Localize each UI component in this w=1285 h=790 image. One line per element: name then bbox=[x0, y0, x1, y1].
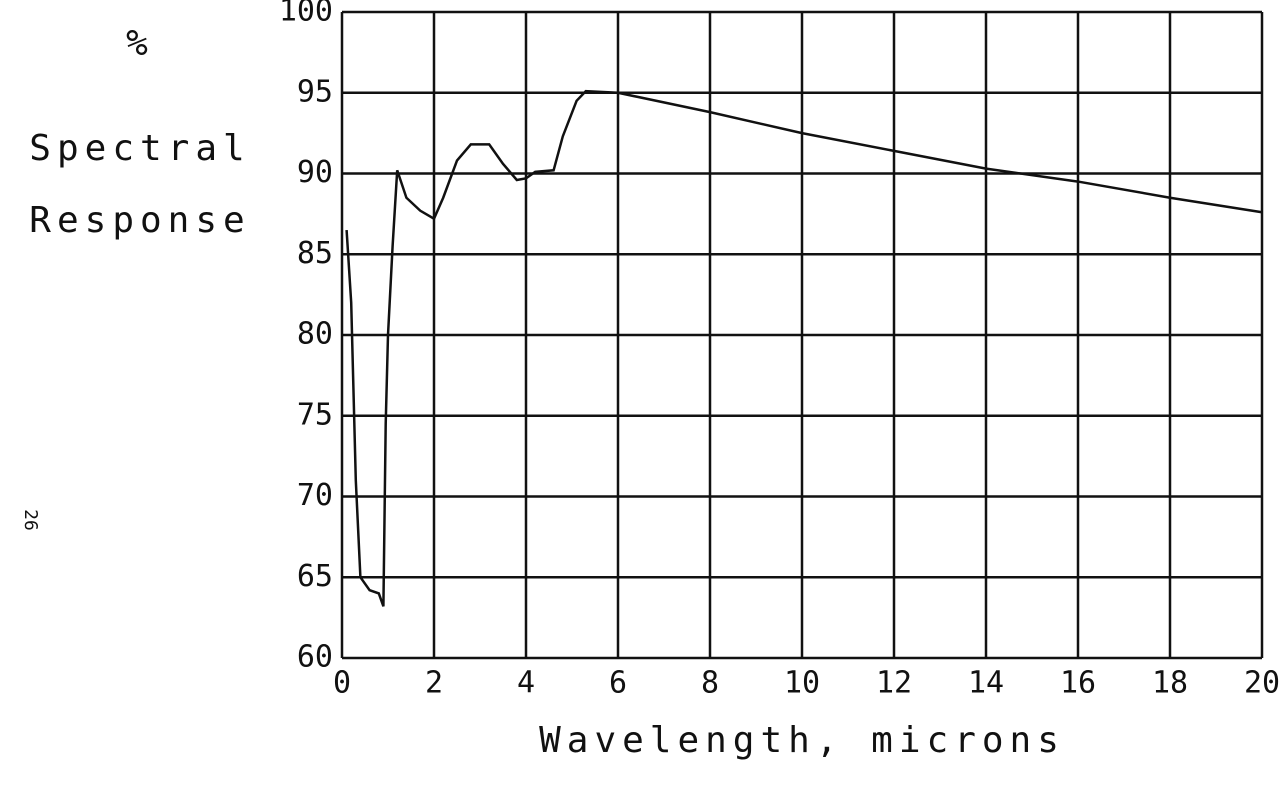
y-tick-label: 60 bbox=[297, 640, 333, 675]
y-axis-label: % bbox=[126, 23, 154, 64]
y-axis-label: Response bbox=[29, 200, 250, 241]
data-line bbox=[345, 89, 1263, 607]
x-tick-label: 10 bbox=[784, 666, 820, 701]
x-axis-label: Wavelength, microns bbox=[539, 720, 1065, 761]
x-tick-label: 12 bbox=[876, 666, 912, 701]
y-tick-label: 85 bbox=[297, 236, 333, 271]
y-tick-label: 95 bbox=[297, 74, 333, 109]
x-tick-label: 16 bbox=[1060, 666, 1096, 701]
x-tick-label: 2 bbox=[425, 666, 443, 701]
y-tick-label: 75 bbox=[297, 397, 333, 432]
x-tick-label: 4 bbox=[517, 666, 535, 701]
x-tick-label: 14 bbox=[968, 666, 1004, 701]
y-tick-label: 100 bbox=[279, 0, 333, 29]
y-tick-label: 70 bbox=[297, 478, 333, 513]
x-tick-label: 6 bbox=[609, 666, 627, 701]
x-tick-label: 18 bbox=[1152, 666, 1188, 701]
x-tick-label: 8 bbox=[701, 666, 719, 701]
x-tick-label: 20 bbox=[1244, 666, 1280, 701]
y-tick-label: 90 bbox=[297, 155, 333, 190]
y-tick-label: 80 bbox=[297, 317, 333, 352]
x-tick-label: 0 bbox=[333, 666, 351, 701]
y-tick-label: 65 bbox=[297, 559, 333, 594]
page-number: 26 bbox=[20, 509, 41, 531]
y-axis-label: Spectral bbox=[29, 128, 250, 169]
